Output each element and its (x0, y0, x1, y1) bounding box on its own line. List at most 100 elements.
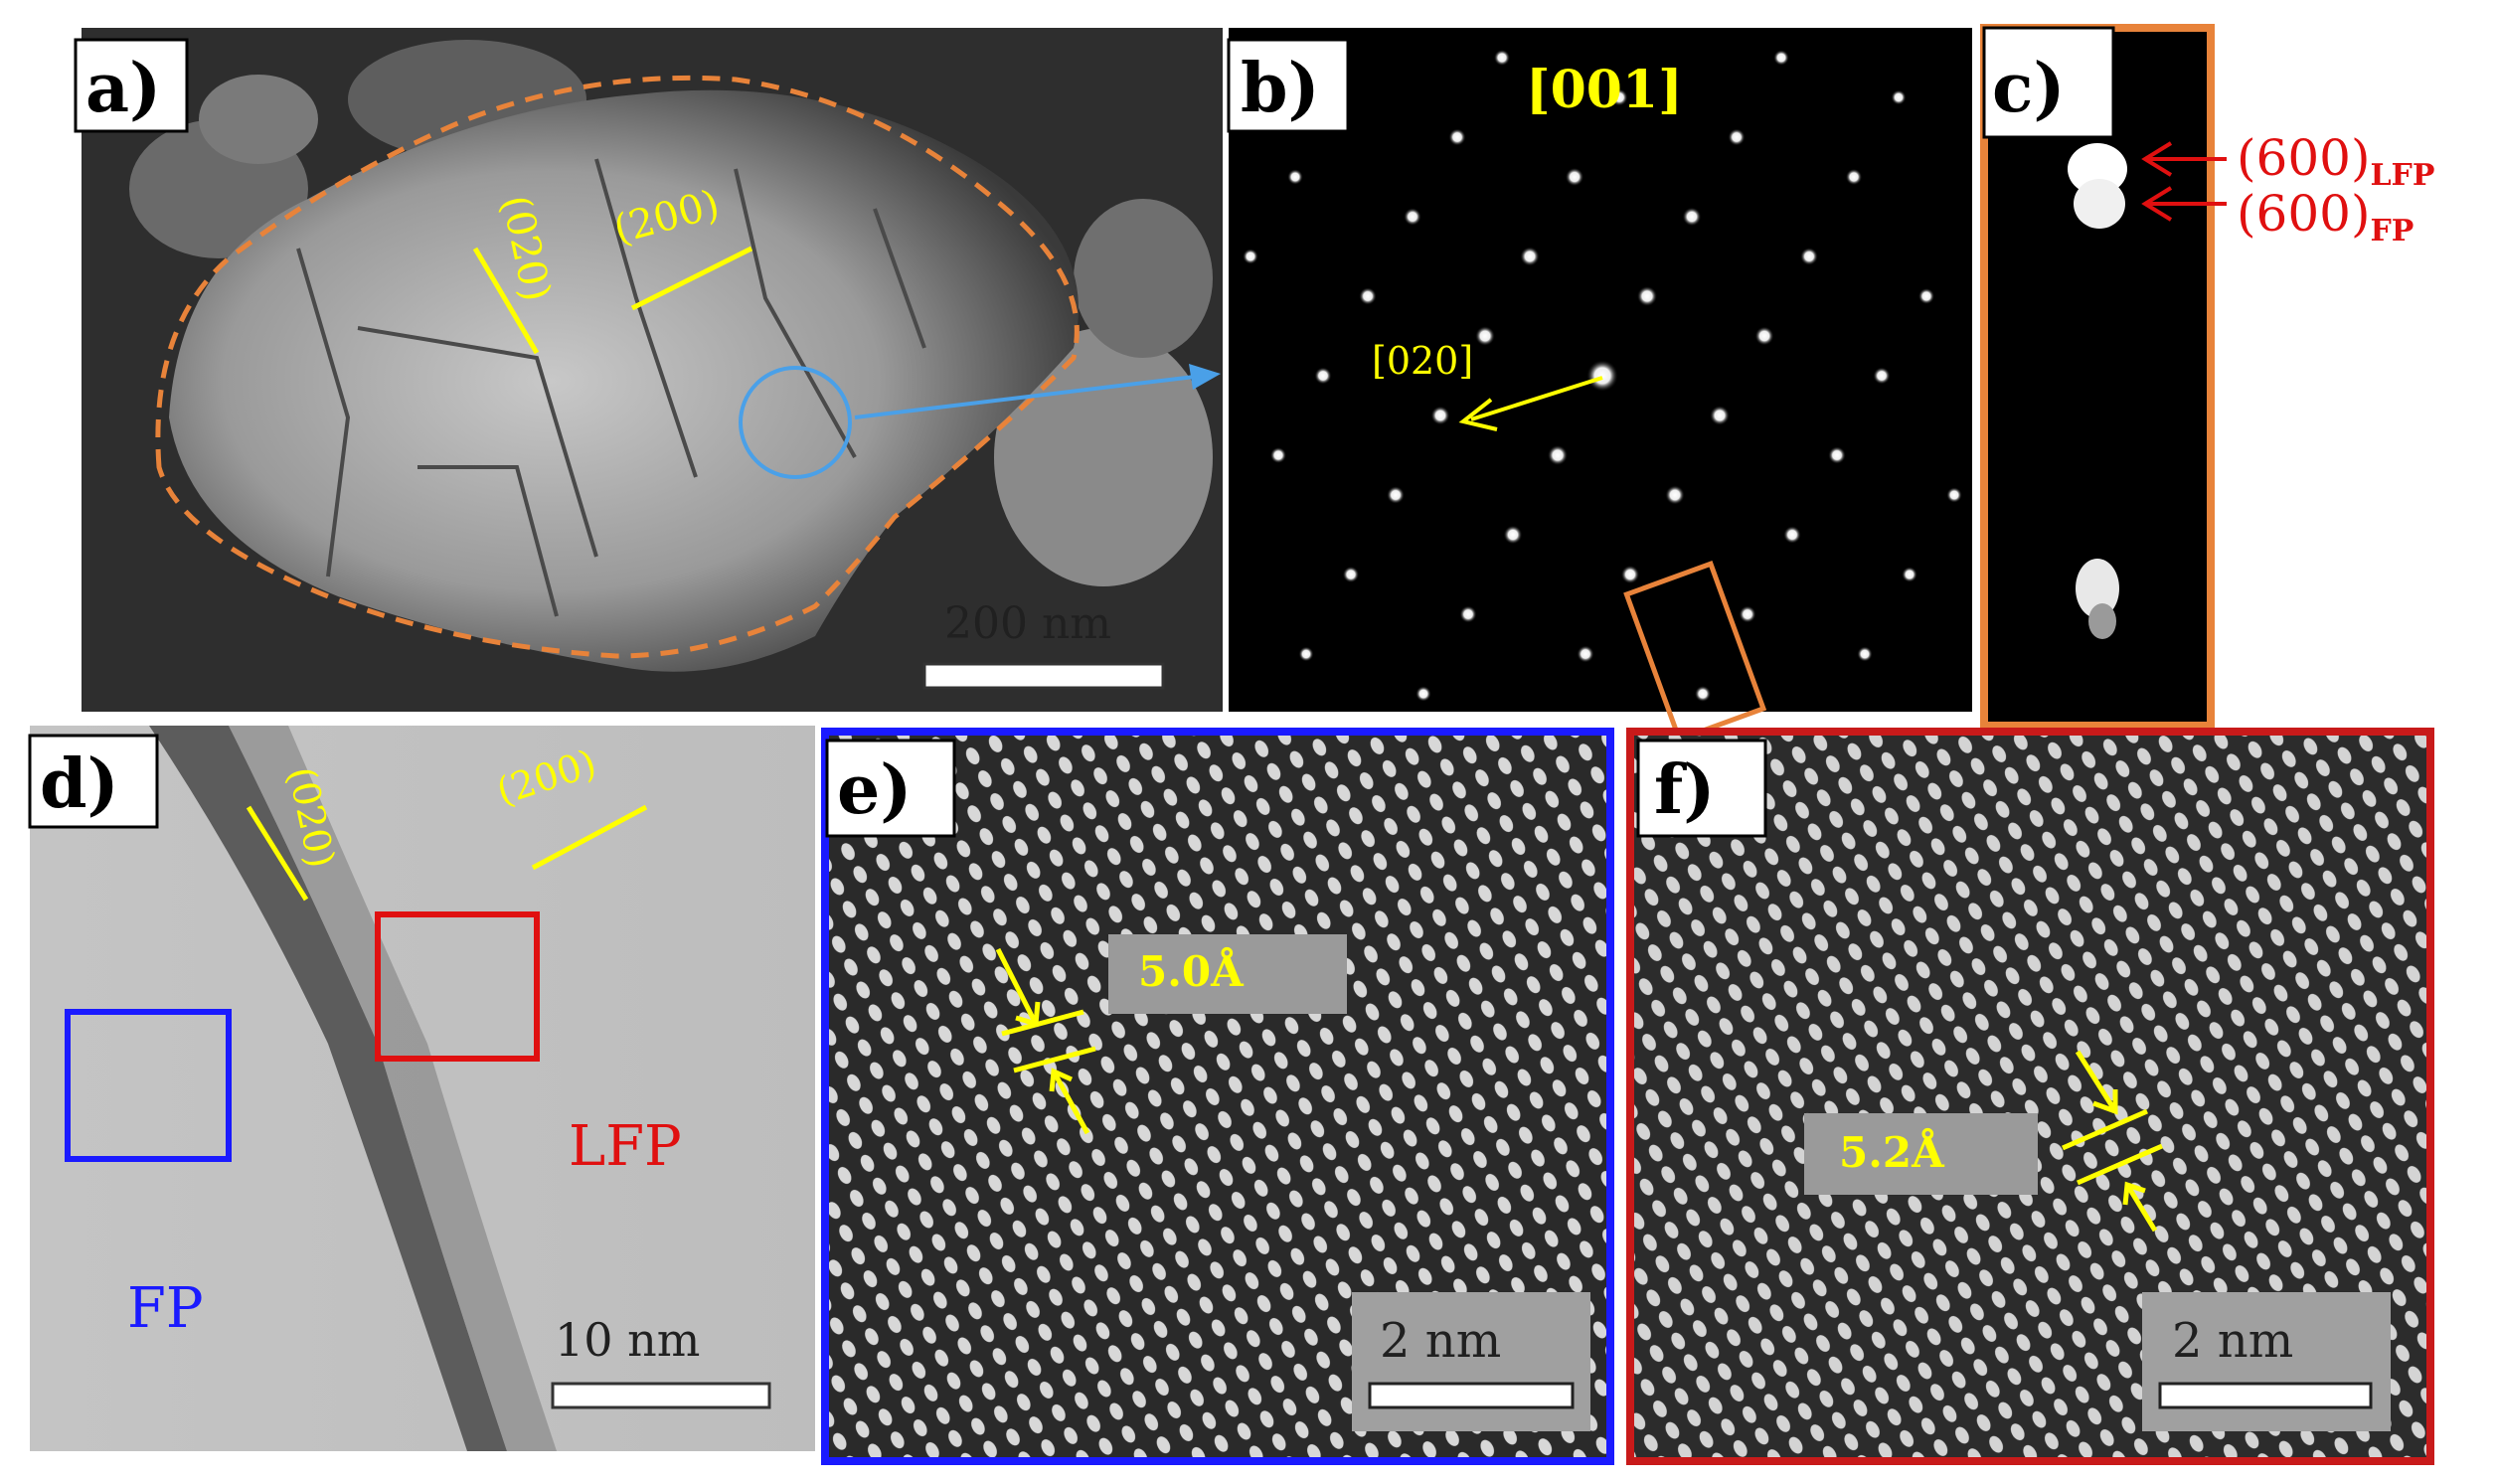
scalebar-label-a: 200 nm (944, 598, 1111, 649)
diffraction-spot (1404, 208, 1421, 226)
scalebar-e (1368, 1382, 1575, 1409)
fp-spot (2074, 179, 2125, 229)
diffraction-spot (1577, 645, 1594, 663)
fp-arrowhead (2141, 186, 2173, 222)
plane-200-line (630, 246, 753, 311)
diffraction-spot (1459, 605, 1477, 623)
spacing-box-f (1804, 1113, 2038, 1195)
diffraction-spot (1243, 248, 1258, 264)
panel-c-label: c) (1992, 49, 2066, 128)
plane-020-line (472, 247, 540, 355)
diffraction-spot (1547, 444, 1569, 466)
selected-area-circle (739, 366, 852, 479)
panel-c-label-box (1982, 26, 2115, 139)
diffraction-spot (1694, 685, 1712, 703)
diffraction-spot (1610, 88, 1628, 106)
panel-a-label-box (74, 38, 189, 133)
lfp-arrowhead (2141, 141, 2173, 177)
particle (199, 75, 318, 164)
diffraction-spot (1430, 406, 1450, 425)
diffraction-spot (1448, 128, 1466, 146)
diffraction-spot (1298, 646, 1314, 662)
lfp-spot (2068, 143, 2127, 195)
diffraction-spot (1828, 446, 1846, 464)
diffraction-spots (1243, 49, 1962, 703)
scalebar-f (2158, 1382, 2373, 1409)
diffraction-spot (1269, 446, 1287, 464)
panel-f: 5.2Å 2 nm f) (1626, 728, 2434, 1465)
diffraction-spot (1728, 128, 1746, 146)
panel-c: c) (600)LFP (600)FP (1980, 24, 2434, 730)
fp-region-box (65, 1009, 232, 1162)
scalebar-a (922, 662, 1165, 690)
scalebar-d (551, 1382, 771, 1409)
spacing-label-f: 5.2Å (1839, 1127, 1945, 1177)
spacing-box-e (1108, 934, 1347, 1014)
diffraction-spot (1520, 247, 1540, 266)
diffraction-spot (1682, 207, 1702, 227)
diffraction-spot (1493, 49, 1511, 67)
plane-200-line-d (531, 804, 648, 871)
diffraction-spot (1845, 168, 1863, 186)
diffraction-spot (1710, 406, 1730, 425)
panel-e-label: e) (837, 750, 912, 830)
selected-spot-box (1623, 561, 1767, 742)
panel-f-label: f) (1654, 750, 1715, 830)
diffraction-spot (1902, 567, 1917, 582)
diffraction-spot (1359, 287, 1377, 305)
diffraction-spot (1946, 487, 1962, 503)
diffraction-spot (1773, 50, 1789, 66)
zone-axis-label: [001] (1526, 60, 1683, 120)
lower-spot-tail (2088, 603, 2116, 639)
diffraction-spot (1565, 167, 1584, 187)
particle-outline (155, 75, 1080, 659)
diffraction-spot (1783, 526, 1801, 544)
scalebar-label-e: 2 nm (1380, 1313, 1501, 1369)
spacing-marker-e (995, 947, 1096, 1135)
diffraction-spot (1287, 169, 1303, 185)
spacing-label-e: 5.0Å (1138, 946, 1245, 996)
diffraction-spot (1503, 525, 1523, 545)
diffraction-spot (1620, 565, 1640, 584)
plane-020-line-d (246, 805, 309, 902)
lfp-region-box (375, 911, 540, 1062)
panel-b-label: b) (1241, 49, 1320, 128)
diffraction-spot (1917, 287, 1935, 305)
diffraction-spot (1665, 485, 1685, 505)
crack-lines (296, 158, 926, 617)
diffraction-spot (1586, 360, 1618, 392)
panel-d: (020) (200) LFP FP 10 nm d) (28, 726, 815, 1451)
diffraction-spot (1342, 566, 1360, 583)
diffraction-spot (1857, 646, 1873, 662)
diffraction-spot (1636, 285, 1658, 307)
diffraction-spot (1416, 686, 1431, 702)
panel-a-label: a) (85, 49, 161, 128)
vector-020-arrow (1470, 376, 1603, 421)
interface-band (149, 726, 507, 1451)
sa-arrow (854, 374, 1204, 419)
spacing-marker-f (2062, 1050, 2163, 1233)
panel-b: [001] [020] b) (1227, 28, 1972, 742)
diffraction-spot (1754, 326, 1774, 346)
panel-e: 5.0Å 2 nm e) (821, 728, 1614, 1465)
panel-e-label-box (825, 739, 956, 838)
diffraction-spot (1314, 367, 1332, 385)
panel-b-label-box (1227, 38, 1350, 133)
scalebar-label-f: 2 nm (2172, 1313, 2293, 1369)
vector-020-arrowhead (1458, 398, 1498, 431)
diffraction-spot (1800, 247, 1818, 265)
diffraction-spot (1873, 367, 1891, 385)
sa-arrowhead (1189, 364, 1221, 390)
diffraction-spot (1475, 326, 1495, 346)
lower-spot (2076, 559, 2119, 618)
diffraction-spot (1387, 486, 1405, 504)
fp-spot-label: (600)FP (2237, 185, 2414, 248)
interface-halo (229, 726, 557, 1451)
panel-f-label-box (1636, 739, 1767, 838)
diffraction-spot (1891, 89, 1907, 105)
vector-020-label: [020] (1372, 339, 1473, 383)
lfp-spot-label: (600)LFP (2237, 129, 2434, 193)
lfp-region-label: LFP (569, 1114, 682, 1179)
panel-a: (020) (200) 200 nm a) (74, 28, 1223, 712)
